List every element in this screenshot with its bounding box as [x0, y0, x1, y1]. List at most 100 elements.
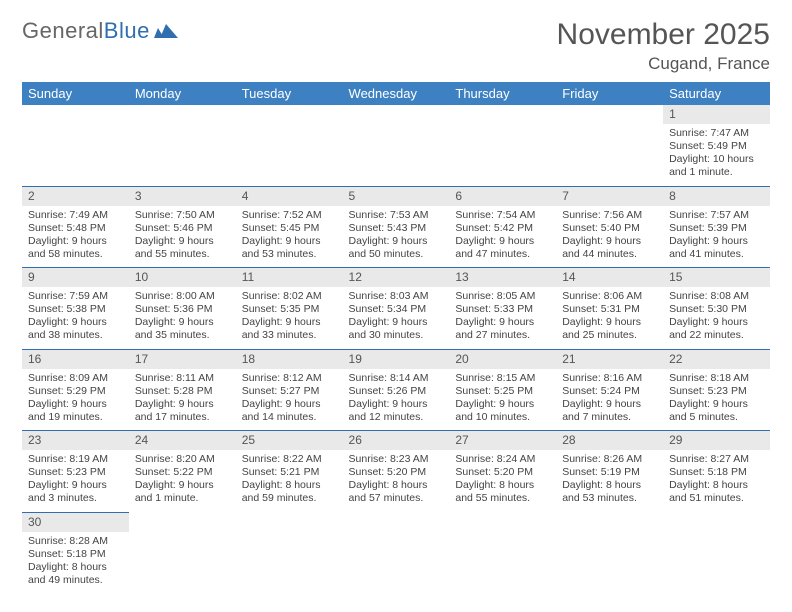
daylight-text-1: Daylight: 8 hours — [28, 561, 123, 574]
sunrise-text: Sunrise: 8:15 AM — [455, 372, 550, 385]
sunset-text: Sunset: 5:20 PM — [349, 466, 444, 479]
weekday-header: Wednesday — [343, 82, 450, 105]
sunset-text: Sunset: 5:33 PM — [455, 303, 550, 316]
daylight-text-1: Daylight: 9 hours — [242, 316, 337, 329]
sunset-text: Sunset: 5:26 PM — [349, 385, 444, 398]
day-number-cell — [129, 512, 236, 532]
day-info-cell: Sunrise: 8:18 AMSunset: 5:23 PMDaylight:… — [663, 369, 770, 431]
day-info-cell: Sunrise: 7:59 AMSunset: 5:38 PMDaylight:… — [22, 287, 129, 349]
daylight-text-2: and 58 minutes. — [28, 248, 123, 261]
daylight-text-2: and 12 minutes. — [349, 411, 444, 424]
daylight-text-2: and 14 minutes. — [242, 411, 337, 424]
day-number-cell: 7 — [556, 186, 663, 206]
daylight-text-1: Daylight: 9 hours — [349, 316, 444, 329]
day-number-cell: 2 — [22, 186, 129, 206]
sunrise-text: Sunrise: 7:59 AM — [28, 290, 123, 303]
daylight-text-2: and 7 minutes. — [562, 411, 657, 424]
sunrise-text: Sunrise: 8:27 AM — [669, 453, 764, 466]
sunset-text: Sunset: 5:49 PM — [669, 140, 764, 153]
sunset-text: Sunset: 5:20 PM — [455, 466, 550, 479]
daylight-text-2: and 55 minutes. — [135, 248, 230, 261]
day-info-cell — [236, 124, 343, 186]
sunset-text: Sunset: 5:43 PM — [349, 222, 444, 235]
day-number-cell — [129, 105, 236, 124]
day-info-cell: Sunrise: 8:06 AMSunset: 5:31 PMDaylight:… — [556, 287, 663, 349]
daylight-text-2: and 55 minutes. — [455, 492, 550, 505]
daylight-text-2: and 1 minute. — [669, 166, 764, 179]
sunset-text: Sunset: 5:23 PM — [669, 385, 764, 398]
day-info-cell — [343, 124, 450, 186]
day-info-cell — [556, 124, 663, 186]
day-info-cell: Sunrise: 7:57 AMSunset: 5:39 PMDaylight:… — [663, 206, 770, 268]
sunset-text: Sunset: 5:39 PM — [669, 222, 764, 235]
day-info-cell: Sunrise: 8:23 AMSunset: 5:20 PMDaylight:… — [343, 450, 450, 512]
sunrise-text: Sunrise: 7:53 AM — [349, 209, 444, 222]
day-number-cell: 20 — [449, 349, 556, 369]
calendar-head: SundayMondayTuesdayWednesdayThursdayFrid… — [22, 82, 770, 105]
day-number-cell — [556, 512, 663, 532]
day-info-cell — [449, 532, 556, 594]
daylight-text-1: Daylight: 9 hours — [28, 479, 123, 492]
daylight-text-2: and 27 minutes. — [455, 329, 550, 342]
day-number-cell: 23 — [22, 431, 129, 451]
daylight-text-1: Daylight: 10 hours — [669, 153, 764, 166]
daylight-text-2: and 33 minutes. — [242, 329, 337, 342]
sunrise-text: Sunrise: 8:22 AM — [242, 453, 337, 466]
day-info-cell: Sunrise: 8:22 AMSunset: 5:21 PMDaylight:… — [236, 450, 343, 512]
day-info-cell: Sunrise: 8:26 AMSunset: 5:19 PMDaylight:… — [556, 450, 663, 512]
day-number-cell: 10 — [129, 268, 236, 288]
calendar-table: SundayMondayTuesdayWednesdayThursdayFrid… — [22, 82, 770, 593]
day-info-cell: Sunrise: 7:52 AMSunset: 5:45 PMDaylight:… — [236, 206, 343, 268]
day-number-cell: 14 — [556, 268, 663, 288]
sunrise-text: Sunrise: 8:14 AM — [349, 372, 444, 385]
day-number-cell: 4 — [236, 186, 343, 206]
day-number-cell — [236, 105, 343, 124]
day-number-cell — [236, 512, 343, 532]
day-info-cell: Sunrise: 7:50 AMSunset: 5:46 PMDaylight:… — [129, 206, 236, 268]
day-info-cell — [663, 532, 770, 594]
day-info-cell: Sunrise: 8:24 AMSunset: 5:20 PMDaylight:… — [449, 450, 556, 512]
day-number-cell — [343, 105, 450, 124]
sunset-text: Sunset: 5:22 PM — [135, 466, 230, 479]
weekday-header: Sunday — [22, 82, 129, 105]
daylight-text-1: Daylight: 9 hours — [562, 235, 657, 248]
daylight-text-1: Daylight: 9 hours — [135, 316, 230, 329]
daylight-text-1: Daylight: 9 hours — [242, 235, 337, 248]
daylight-text-1: Daylight: 9 hours — [562, 316, 657, 329]
daylight-text-1: Daylight: 9 hours — [135, 479, 230, 492]
location: Cugand, France — [557, 54, 770, 74]
day-info-cell: Sunrise: 8:09 AMSunset: 5:29 PMDaylight:… — [22, 369, 129, 431]
daylight-text-1: Daylight: 9 hours — [455, 316, 550, 329]
day-number-cell — [343, 512, 450, 532]
daylight-text-1: Daylight: 9 hours — [28, 235, 123, 248]
sunrise-text: Sunrise: 7:56 AM — [562, 209, 657, 222]
day-info-cell: Sunrise: 8:14 AMSunset: 5:26 PMDaylight:… — [343, 369, 450, 431]
day-number-cell: 26 — [343, 431, 450, 451]
sunset-text: Sunset: 5:21 PM — [242, 466, 337, 479]
day-number-cell: 11 — [236, 268, 343, 288]
day-number-cell: 29 — [663, 431, 770, 451]
day-info-cell: Sunrise: 8:05 AMSunset: 5:33 PMDaylight:… — [449, 287, 556, 349]
day-info-cell: Sunrise: 8:27 AMSunset: 5:18 PMDaylight:… — [663, 450, 770, 512]
sunset-text: Sunset: 5:24 PM — [562, 385, 657, 398]
daylight-text-2: and 1 minute. — [135, 492, 230, 505]
logo-text-b: Blue — [104, 18, 150, 44]
sunset-text: Sunset: 5:19 PM — [562, 466, 657, 479]
logo-flag-icon — [154, 22, 180, 40]
sunrise-text: Sunrise: 8:03 AM — [349, 290, 444, 303]
sunrise-text: Sunrise: 7:49 AM — [28, 209, 123, 222]
day-number-cell: 6 — [449, 186, 556, 206]
day-number-cell: 9 — [22, 268, 129, 288]
sunset-text: Sunset: 5:42 PM — [455, 222, 550, 235]
sunset-text: Sunset: 5:27 PM — [242, 385, 337, 398]
day-info-cell: Sunrise: 8:03 AMSunset: 5:34 PMDaylight:… — [343, 287, 450, 349]
daylight-text-2: and 53 minutes. — [242, 248, 337, 261]
sunset-text: Sunset: 5:29 PM — [28, 385, 123, 398]
daylight-text-2: and 3 minutes. — [28, 492, 123, 505]
daylight-text-2: and 30 minutes. — [349, 329, 444, 342]
day-info-cell: Sunrise: 8:15 AMSunset: 5:25 PMDaylight:… — [449, 369, 556, 431]
day-number-cell: 13 — [449, 268, 556, 288]
daylight-text-2: and 59 minutes. — [242, 492, 337, 505]
day-info-cell: Sunrise: 7:49 AMSunset: 5:48 PMDaylight:… — [22, 206, 129, 268]
weekday-header: Thursday — [449, 82, 556, 105]
